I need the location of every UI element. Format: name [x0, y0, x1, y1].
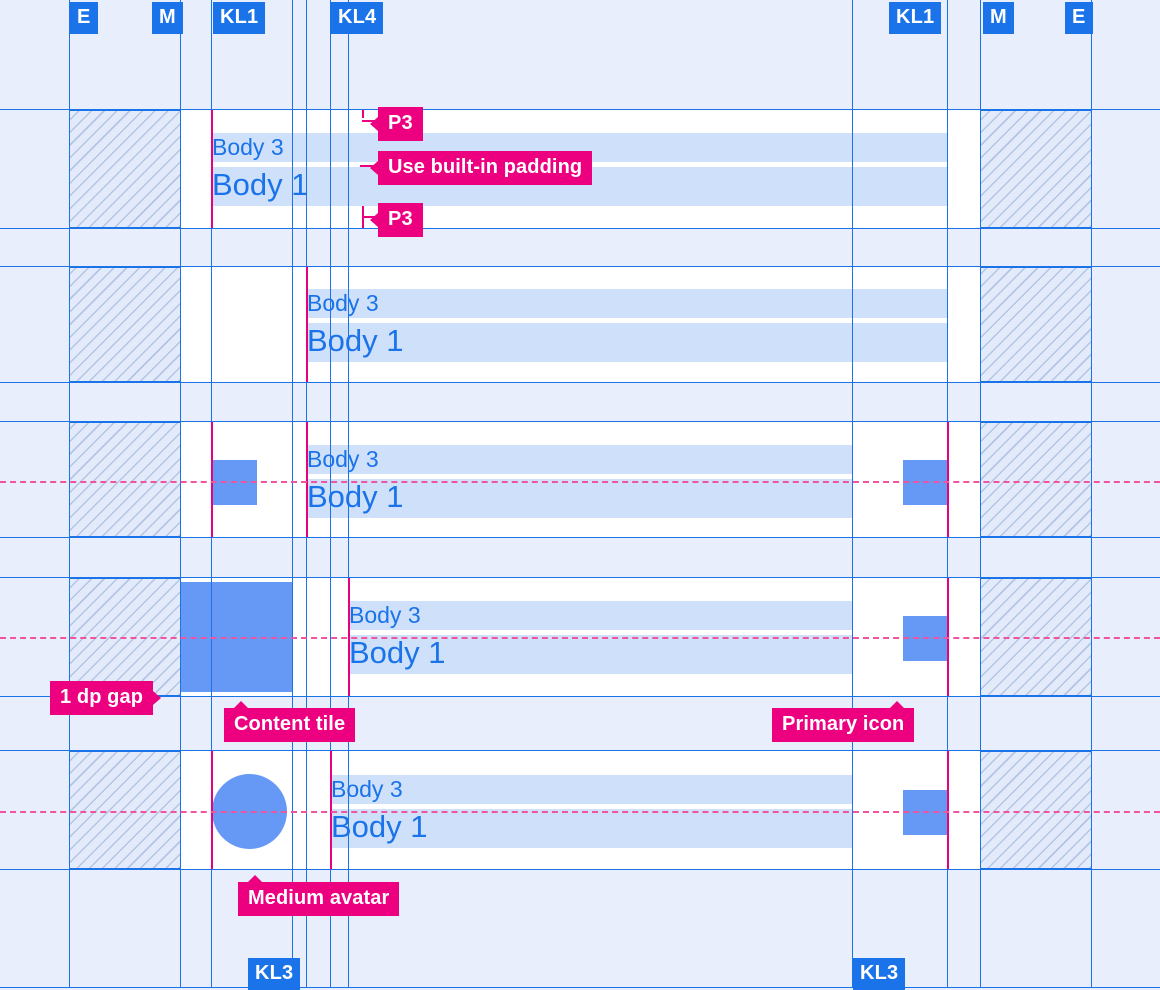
text-highlight-body-2: [306, 323, 948, 362]
callout-label: Use built-in padding: [388, 156, 583, 178]
column-tag-edge-left: E: [70, 2, 98, 34]
keyline-margin-left: [180, 0, 181, 988]
callout-p3-bottom: P3: [370, 203, 423, 237]
column-tag-margin-left: M: [152, 2, 183, 34]
text-highlight-body-3: [306, 479, 852, 518]
callout-primary-icon: Primary icon: [772, 701, 915, 742]
magenta-keyline-row3-right: [947, 422, 949, 537]
row-line-2-top: [0, 266, 1160, 267]
magenta-keyline-row1-inner: [362, 110, 364, 118]
text-highlight-title-4: [348, 601, 852, 630]
callout-built-in-padding: Use built-in padding: [370, 151, 593, 185]
column-tag-edge-right: E: [1065, 2, 1093, 34]
row-line-1-bottom: [0, 228, 1160, 229]
callout-notch-icon: [153, 691, 162, 705]
magenta-keyline-row1: [211, 110, 213, 228]
keyline-aux-left-c: [348, 0, 349, 988]
text-highlight-title-5: [330, 775, 852, 804]
row-2-title-label: Body 3: [307, 290, 379, 316]
callout-medium-avatar: Medium avatar: [238, 875, 400, 916]
margin-hatch-left-2: [69, 267, 180, 382]
row-5-body-label: Body 1: [331, 809, 428, 844]
callout-label: Primary icon: [782, 713, 905, 735]
callout-notch-icon: [248, 875, 262, 882]
row-4-title-label: Body 3: [349, 602, 421, 628]
column-tag-margin-right: M: [983, 2, 1014, 34]
row-4-body-label: Body 1: [349, 635, 446, 670]
row-line-5-top: [0, 750, 1160, 751]
callout-label: Medium avatar: [248, 887, 390, 909]
centerline-row4: [0, 637, 1160, 639]
column-tag-kl4-left: KL4: [331, 2, 384, 34]
row-line-2-bottom: [0, 382, 1160, 383]
callout-content-tile: Content tile: [224, 701, 356, 742]
callout-notch-icon: [370, 117, 378, 131]
margin-hatch-left-5: [69, 751, 180, 869]
margin-hatch-left-3: [69, 422, 180, 537]
keyline-kl4-left: [330, 0, 331, 988]
row-1-title-label: Body 3: [212, 134, 284, 160]
margin-hatch-left-1: [69, 110, 180, 228]
callout-notch-icon: [370, 161, 378, 175]
centerline-row3: [0, 481, 1160, 483]
row-3-body-label: Body 1: [307, 479, 404, 514]
keyline-margin-right: [980, 0, 981, 988]
magenta-keyline-row5-right: [947, 751, 949, 869]
keyline-kl1-right: [852, 0, 853, 988]
column-tag-kl1-right: KL1: [889, 2, 942, 34]
magenta-keyline-row3-text: [306, 422, 308, 537]
callout-1dp-gap: 1 dp gap: [50, 681, 162, 715]
row-line-1-top: [0, 109, 1160, 110]
row-3-title-label: Body 3: [307, 446, 379, 472]
callout-label: 1 dp gap: [60, 686, 144, 708]
magenta-keyline-row3-icon: [211, 422, 213, 537]
keyline-edge-right: [1091, 0, 1092, 988]
magenta-keyline-row2: [306, 267, 308, 382]
centerline-row5: [0, 811, 1160, 813]
row-line-3-top: [0, 421, 1160, 422]
callout-label: P3: [388, 112, 413, 134]
text-highlight-body-4: [348, 635, 852, 674]
callout-notch-icon: [370, 213, 378, 227]
row-line-4-bottom: [0, 696, 1160, 697]
margin-hatch-right-3: [980, 422, 1091, 537]
magenta-keyline-row5-text: [330, 751, 332, 869]
row-line-5-bottom: [0, 869, 1160, 870]
keyline-edge-left: [69, 0, 70, 988]
keyline-aux-left-a: [292, 0, 293, 988]
margin-hatch-right-2: [980, 267, 1091, 382]
margin-hatch-right-5: [980, 751, 1091, 869]
column-tag-kl3-left: KL3: [248, 958, 301, 990]
row-5-title-label: Body 3: [331, 776, 403, 802]
margin-hatch-right-1: [980, 110, 1091, 228]
callout-p3-top: P3: [370, 107, 423, 141]
callout-label: Content tile: [234, 713, 346, 735]
row-line-4-top: [0, 577, 1160, 578]
row-line-3-bottom: [0, 537, 1160, 538]
column-tag-kl1-left: KL1: [213, 2, 266, 34]
row-2-body-label: Body 1: [307, 323, 404, 358]
row-1-body-label: Body 1: [212, 167, 309, 202]
callout-tick-padding: [360, 165, 378, 167]
callout-notch-icon: [890, 701, 905, 708]
magenta-keyline-row5-icon: [211, 751, 213, 869]
text-highlight-title-3: [306, 445, 852, 474]
column-tag-kl3-right: KL3: [853, 958, 906, 990]
text-highlight-title-2: [306, 289, 948, 318]
callout-notch-icon: [234, 701, 248, 708]
callout-label: P3: [388, 208, 413, 230]
text-highlight-body-5: [330, 809, 852, 848]
